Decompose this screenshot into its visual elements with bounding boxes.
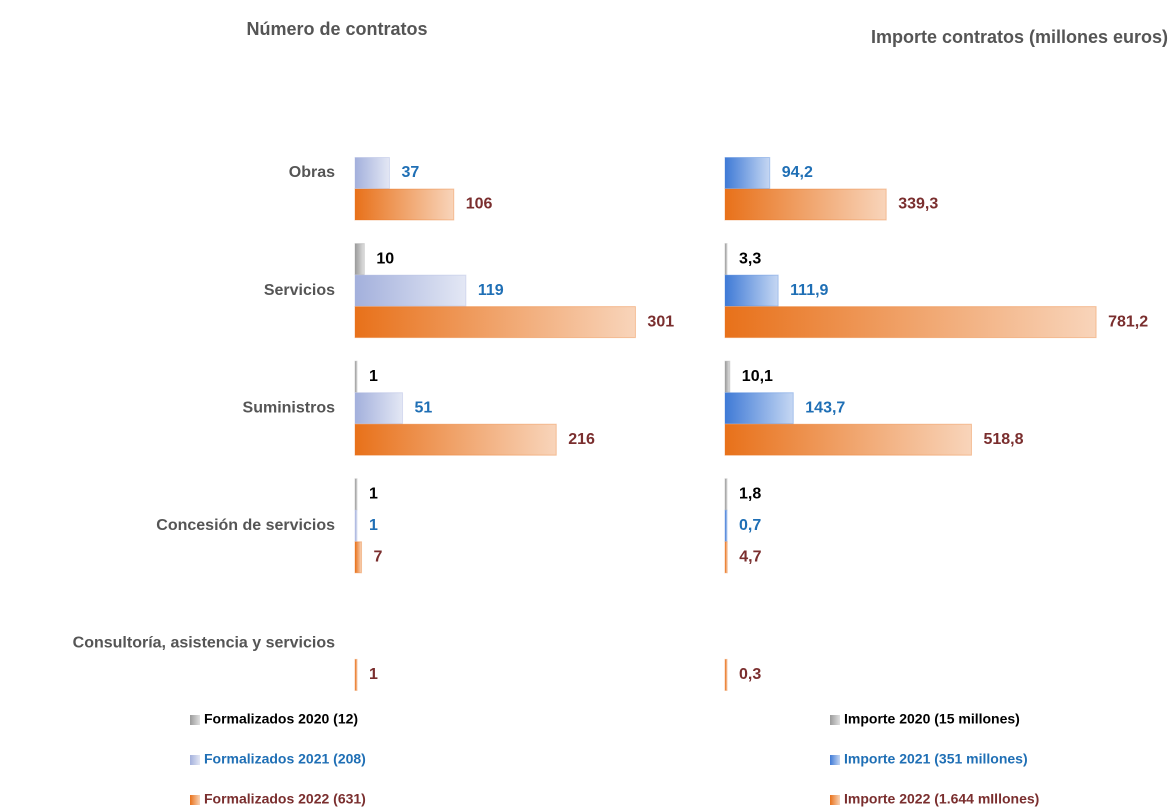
bar [354,188,455,221]
value-label: 0,7 [739,517,761,534]
value-label: 518,8 [983,431,1023,448]
value-label: 781,2 [1108,313,1148,330]
value-label: 94,2 [782,164,813,181]
category-label: Consultoría, asistencia y servicios [73,635,335,652]
value-label: 3,3 [739,250,761,267]
legend-label: Formalizados 2021 (208) [204,751,366,767]
category-label: Concesión de servicios [156,517,335,534]
value-label: 301 [647,313,674,330]
legend-label: Importe 2020 (15 millones) [844,711,1020,727]
legend-swatch [190,715,200,725]
value-label: 1,8 [739,486,761,503]
legend-swatch [830,795,840,805]
bar [724,509,728,542]
bar [354,360,358,393]
value-label: 216 [568,431,595,448]
legend-label: Formalizados 2020 (12) [204,711,358,727]
value-label: 10 [376,250,394,267]
bar [724,157,771,189]
bar [724,306,1097,339]
bar [724,541,728,574]
category-label: Obras [289,164,335,181]
category-label: Servicios [264,282,335,299]
legend-swatch [190,755,200,765]
value-label: 1 [369,486,378,503]
legend-swatch [190,795,200,805]
bar [354,658,358,691]
bar [354,392,404,425]
bar [354,541,363,574]
value-label: 119 [478,282,504,299]
legend-swatch [830,755,840,765]
value-label: 4,7 [739,549,761,566]
bar [724,188,887,221]
bar [354,274,467,307]
chart-title: Importe contratos (millones euros) [871,27,1168,47]
legend-swatch [830,715,840,725]
legend-label: Formalizados 2022 (631) [204,791,366,807]
bar [354,157,390,189]
bar [354,423,557,456]
bar [724,392,794,425]
value-label: 106 [466,196,493,213]
bar [354,306,636,339]
bar [724,478,728,511]
bar [724,423,972,456]
value-label: 1 [369,666,378,683]
value-label: 339,3 [898,196,938,213]
value-label: 7 [374,549,383,566]
value-label: 0,3 [739,666,761,683]
value-label: 51 [415,399,433,416]
bar [354,478,358,511]
bar [724,658,728,691]
bar [724,243,728,276]
value-label: 1 [369,517,378,534]
legend-label: Importe 2021 (351 millones) [844,751,1028,767]
value-label: 10,1 [742,368,773,385]
bar [354,243,365,276]
value-label: 143,7 [805,399,845,416]
chart-title: Número de contratos [246,19,427,39]
bar [724,360,731,393]
legend-label: Importe 2022 (1.644 mIllones) [844,791,1039,807]
category-label: Suministros [243,399,336,416]
bar [724,274,779,307]
value-label: 1 [369,368,378,385]
bar [354,509,358,542]
value-label: 111,9 [790,282,828,299]
value-label: 37 [401,164,419,181]
